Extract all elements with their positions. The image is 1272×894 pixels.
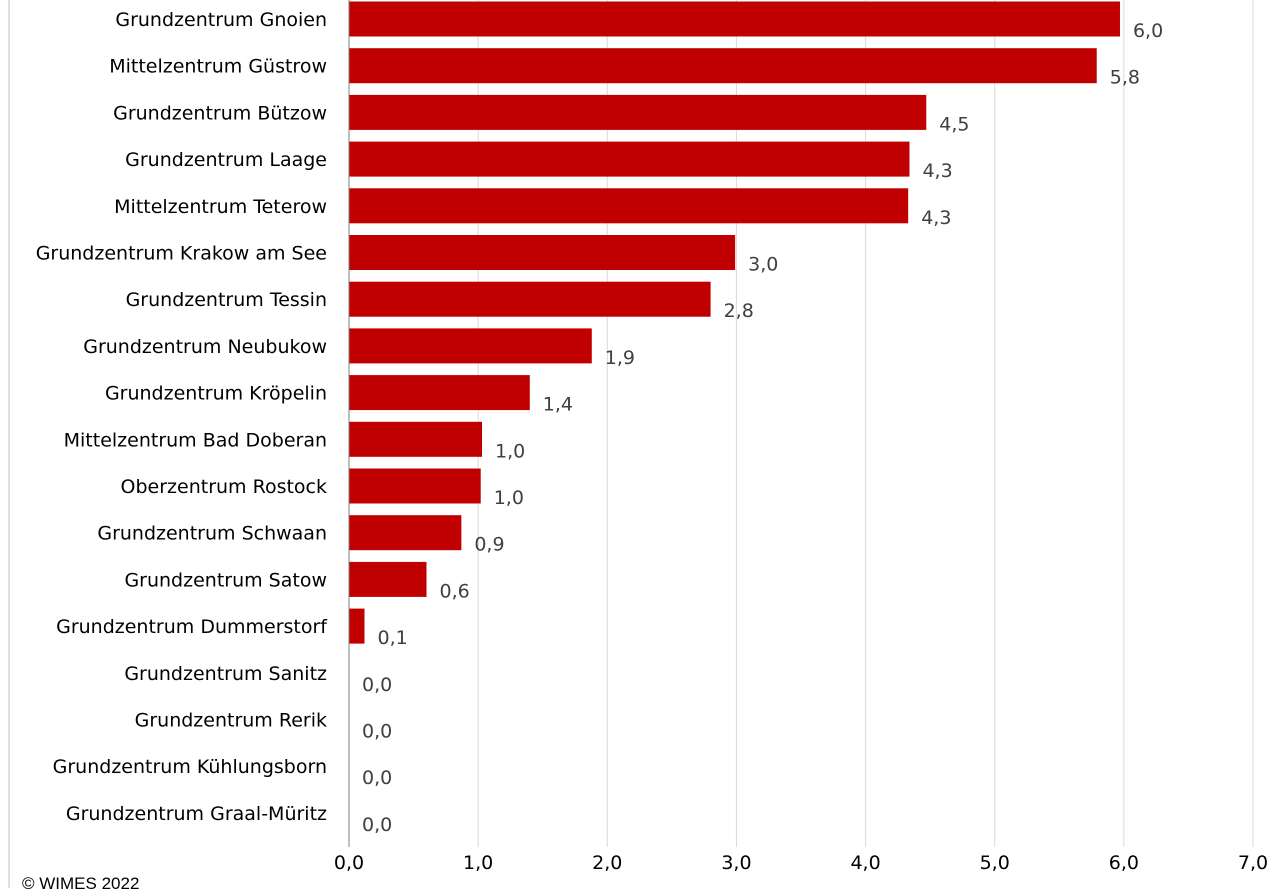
data-label: 0,1 <box>377 627 407 649</box>
data-label: 0,0 <box>362 721 392 743</box>
gridlines <box>477 0 1254 847</box>
data-label: 1,0 <box>494 487 524 509</box>
x-tick-label: 7,0 <box>1238 852 1268 874</box>
bar <box>349 561 427 597</box>
data-label: 5,8 <box>1110 67 1140 89</box>
data-label: 0,9 <box>474 534 504 556</box>
data-label: 4,5 <box>939 113 969 135</box>
copyright-text: © WIMES 2022 <box>22 874 140 893</box>
data-label: 1,4 <box>543 394 573 416</box>
category-label: Grundzentrum Bützow <box>113 102 327 124</box>
category-label: Grundzentrum Dummerstorf <box>56 616 328 638</box>
category-label: Grundzentrum Laage <box>125 149 327 171</box>
bar <box>349 48 1097 84</box>
data-label: 1,0 <box>495 440 525 462</box>
bar <box>349 608 365 644</box>
category-label: Mittelzentrum Güstrow <box>109 56 327 78</box>
bar <box>349 94 927 130</box>
x-tick-label: 3,0 <box>721 852 751 874</box>
bar <box>349 375 530 411</box>
data-label: 0,6 <box>439 580 469 602</box>
data-label: 6,0 <box>1133 20 1163 42</box>
bar <box>349 188 909 224</box>
data-label: 0,0 <box>362 767 392 789</box>
x-tick-label: 4,0 <box>850 852 880 874</box>
bars <box>349 1 1120 644</box>
category-label: Grundzentrum Tessin <box>126 289 327 311</box>
category-label: Grundzentrum Satow <box>124 569 327 591</box>
data-label: 3,0 <box>748 254 778 276</box>
category-label: Grundzentrum Sanitz <box>124 663 327 685</box>
data-label: 2,8 <box>724 300 754 322</box>
bar <box>349 421 483 457</box>
data-label: 1,9 <box>605 347 635 369</box>
x-tick-label: 2,0 <box>592 852 622 874</box>
category-label: Grundzentrum Schwaan <box>97 523 327 545</box>
x-tick-label: 6,0 <box>1109 852 1139 874</box>
bar <box>349 328 592 364</box>
x-tick-label: 5,0 <box>980 852 1010 874</box>
category-label: Mittelzentrum Bad Doberan <box>64 429 327 451</box>
x-tick-label: 1,0 <box>463 852 493 874</box>
bar <box>349 235 736 270</box>
category-label: Grundzentrum Neubukow <box>83 336 327 358</box>
bar <box>349 468 481 504</box>
bar <box>349 1 1120 37</box>
bar <box>349 515 462 551</box>
bar <box>349 141 910 177</box>
category-labels: Grundzentrum Gnoien Mittelzentrum Güstrow… <box>36 9 329 825</box>
category-label: Grundzentrum Krakow am See <box>36 243 327 265</box>
x-axis-tick-labels: 0,0 1,0 2,0 3,0 4,0 5,0 6,0 7,0 <box>334 852 1268 874</box>
value-labels: 6,0 5,8 4,5 4,3 4,3 3,0 2,8 1,9 1,4 1,0 1,0 0,9 0,6 0… <box>362 20 1163 836</box>
bar <box>349 281 711 317</box>
data-label: 4,3 <box>921 207 951 229</box>
x-tick-label: 0,0 <box>334 852 364 874</box>
data-label: 0,0 <box>362 814 392 836</box>
category-label: Grundzentrum Gnoien <box>115 9 327 31</box>
category-label: Grundzentrum Kröpelin <box>105 383 327 405</box>
data-label: 4,3 <box>922 160 952 182</box>
category-label: Grundzentrum Graal-Müritz <box>66 803 327 825</box>
data-label: 0,0 <box>362 674 392 696</box>
category-label: Mittelzentrum Teterow <box>114 196 327 218</box>
category-label: Grundzentrum Kühlungsborn <box>53 756 327 778</box>
category-label: Oberzentrum Rostock <box>121 476 327 498</box>
category-label: Grundzentrum Rerik <box>135 710 327 732</box>
